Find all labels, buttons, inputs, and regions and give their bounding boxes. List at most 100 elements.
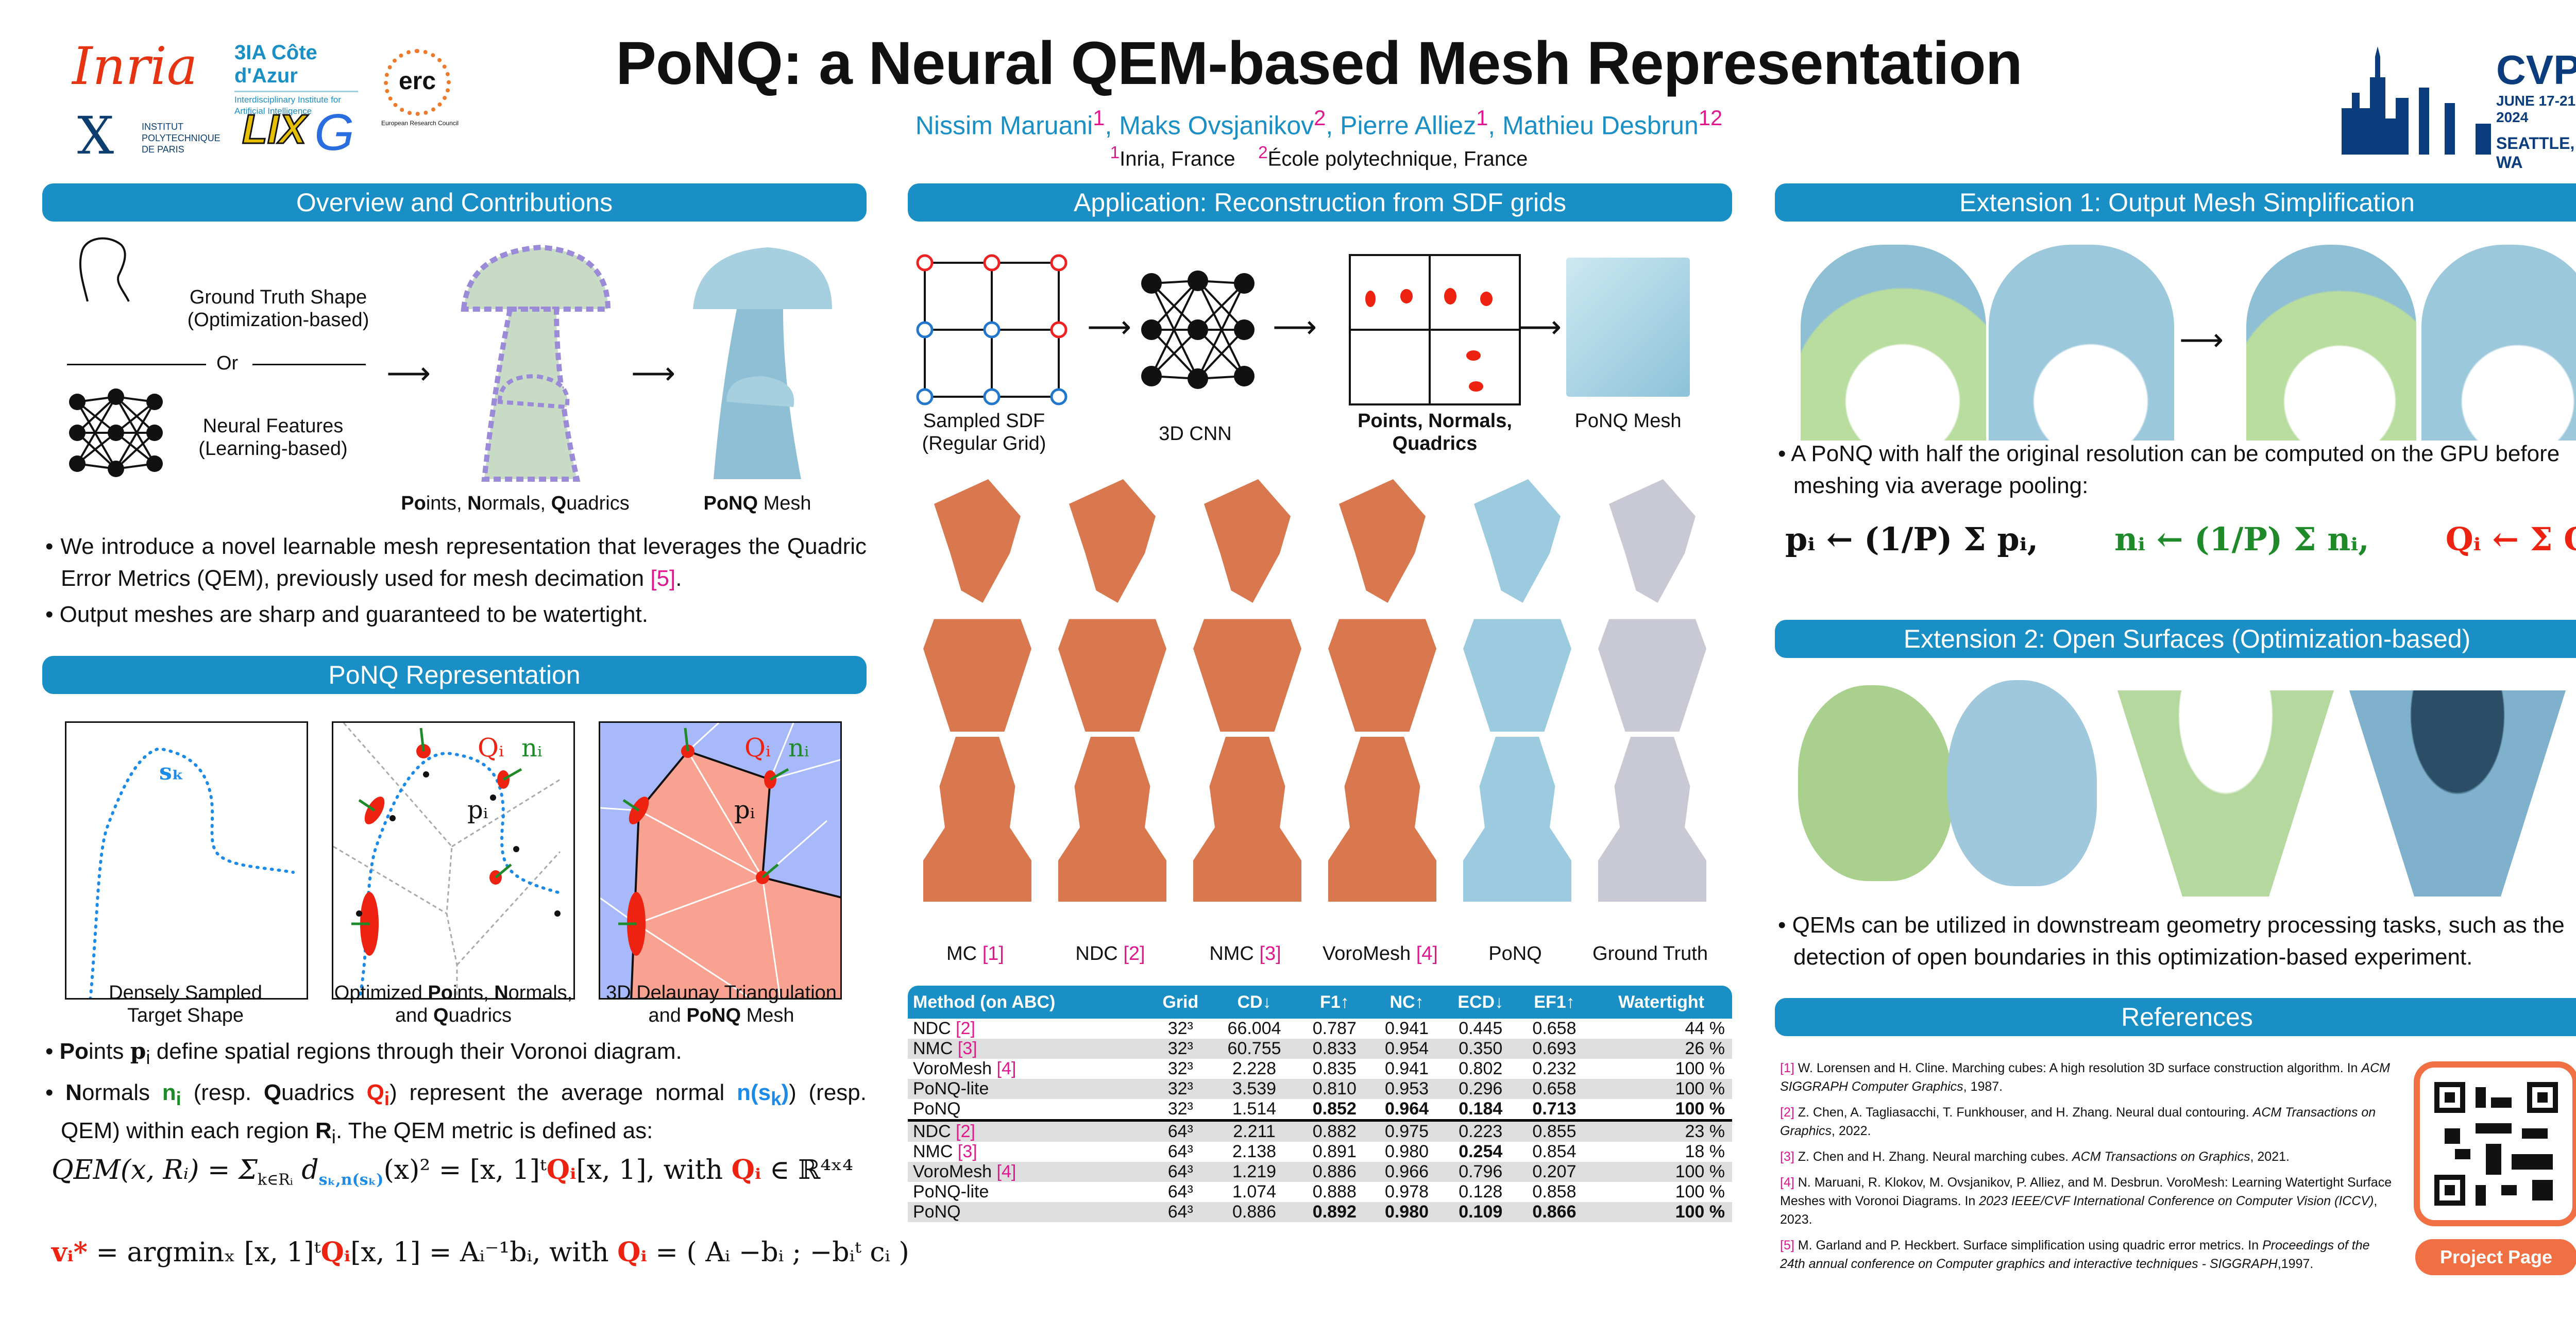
text: define spatial regions through their Vor… <box>150 1039 682 1064</box>
table-cell: 32³ <box>1167 1059 1193 1078</box>
table-row: NMC [3] 32³ 60.755 0.833 0.954 0.350 0.693 26 % <box>908 1039 1732 1059</box>
ref-venue: ACM Transactions on Graphics <box>2072 1149 2250 1164</box>
table-cell: 0.232 <box>1532 1059 1577 1078</box>
table-cell: 0.882 <box>1298 1120 1371 1142</box>
table-cell: 0.796 <box>1443 1162 1518 1182</box>
method-name: PoNQ-lite <box>913 1182 989 1202</box>
method-name: NDC <box>913 1019 951 1038</box>
eq: QEM(x, Rᵢ) = Σ <box>52 1155 258 1186</box>
arrow-icon: ⟶ <box>386 356 431 391</box>
method-label: MC [1] <box>908 943 1043 965</box>
ext2-bullet: • QEMs can be utilized in downstream geo… <box>1778 912 2565 970</box>
eq: Qᵢ <box>617 1237 647 1268</box>
method-name: NDC <box>913 1122 951 1141</box>
ref-link[interactable]: [3] <box>1259 943 1281 965</box>
bullet: • We introduce a novel learnable mesh re… <box>45 534 867 591</box>
ref-link[interactable]: [3] <box>957 1039 977 1058</box>
table-row: NDC [2] 32³ 66.004 0.787 0.941 0.445 0.658 44 % <box>908 1019 1732 1039</box>
eq: = ( Aᵢ −bᵢ ; −bᵢᵗ cᵢ ) <box>647 1237 909 1268</box>
cap-text: ormals, <box>481 493 551 514</box>
table-cell: 0.953 <box>1370 1079 1443 1099</box>
ref-text: W. Lorensen and H. Cline. Marching cubes… <box>1798 1061 2362 1075</box>
method-name: PoNQ <box>913 1202 961 1222</box>
arrow-icon: ⟶ <box>631 356 676 391</box>
table-cell: 0.892 <box>1298 1202 1371 1222</box>
ref-link[interactable]: [4] <box>996 1059 1016 1078</box>
cvpr-date: JUNE 17-21, 2024 <box>2496 93 2576 125</box>
eq: vᵢ* <box>52 1237 88 1268</box>
section-header-representation: PoNQ Representation <box>42 656 867 694</box>
ref-link[interactable]: [5] <box>650 566 676 591</box>
logo-erc: erc <box>384 49 451 116</box>
eq: [x, 1], with <box>576 1155 732 1186</box>
ref-link[interactable]: [2] <box>1123 943 1145 965</box>
reference-item: [2] Z. Chen, A. Tagliasacchi, T. Funkhou… <box>1780 1103 2398 1140</box>
method-name: NMC <box>913 1142 953 1161</box>
ref-link[interactable]: [2] <box>956 1122 975 1141</box>
render-ndc <box>1058 737 1166 902</box>
pnq-cells-diagram <box>1349 254 1521 405</box>
table-cell: 0.109 <box>1443 1202 1518 1222</box>
cap-line: Target Shape <box>127 1005 244 1026</box>
table-cell: 0.966 <box>1370 1162 1443 1182</box>
table-row: PoNQ 64³ 0.886 0.892 0.980 0.109 0.866 100 % <box>908 1202 1732 1222</box>
text: (resp. <box>181 1079 264 1105</box>
ref-link[interactable]: [1] <box>982 943 1004 965</box>
divider <box>252 364 366 365</box>
method-name: Ground Truth <box>1592 943 1708 965</box>
project-page-button[interactable]: Project Page <box>2415 1239 2576 1275</box>
author-aff: 2 <box>1314 106 1326 130</box>
bold: Q <box>263 1079 282 1105</box>
logo-cvpr: CVPR JUNE 17-21, 2024 SEATTLE, WA <box>2342 46 2576 172</box>
cap-bold: Q <box>551 493 567 514</box>
table-cell: 0.128 <box>1459 1182 1503 1202</box>
cap-text: Mesh <box>758 493 811 514</box>
table-cell: 2.228 <box>1232 1059 1277 1078</box>
ref-link[interactable]: [4] <box>996 1162 1016 1181</box>
caption-panel3: 3D Delaunay Triangulation and PoNQ Mesh <box>587 982 855 1027</box>
method-name: PoNQ <box>1488 943 1542 965</box>
eq: k∈Rᵢ <box>257 1171 293 1189</box>
method-label: Ground Truth <box>1583 943 1718 965</box>
nf-label: Neural Features (Learning-based) <box>170 415 376 460</box>
table-row: NMC [3] 64³ 2.138 0.891 0.980 0.254 0.854 18 % <box>908 1142 1732 1162</box>
qr-code[interactable] <box>2414 1061 2576 1226</box>
eq: Qᵢ <box>731 1154 761 1186</box>
table-cell: 100 % <box>1675 1182 1725 1202</box>
table-row: PoNQ-lite 64³ 1.074 0.888 0.978 0.128 0.858 100… <box>908 1182 1732 1202</box>
table-cell: 0.978 <box>1384 1182 1429 1202</box>
ref-number: [4] <box>1780 1175 1794 1190</box>
math: n(s <box>737 1079 771 1105</box>
table-cell: 0.254 <box>1459 1142 1503 1161</box>
ref-link[interactable]: [3] <box>957 1142 977 1161</box>
ref-venue: ACM Transactions on Graphics <box>1780 1105 2376 1138</box>
cap-text: uadrics <box>448 1005 512 1026</box>
cnn-icon <box>1141 270 1255 389</box>
cap-bold: Po <box>401 493 426 514</box>
table-cell: 32³ <box>1150 1099 1210 1122</box>
author-aff: 1 <box>1093 106 1105 130</box>
method-name: MC <box>946 943 977 965</box>
reference-item: [3] Z. Chen and H. Zhang. Neural marchin… <box>1780 1147 2398 1166</box>
ref-link[interactable]: [4] <box>1416 943 1438 965</box>
method-cell: NDC [2] <box>908 1019 1151 1039</box>
table-cell: 60.755 <box>1210 1039 1299 1059</box>
pipeline-caption: PoNQ Mesh <box>1574 410 1682 432</box>
ext1-render-points-half <box>2246 245 2416 441</box>
representation-bullets: • Points pi define spatial regions throu… <box>42 1036 867 1153</box>
ref-link[interactable]: [2] <box>956 1019 975 1038</box>
method-name: NMC <box>1209 943 1254 965</box>
render-voromesh <box>1328 737 1436 902</box>
render-ponq <box>1474 479 1561 603</box>
method-cell: VoroMesh [4] <box>908 1162 1151 1182</box>
table-cell: 64³ <box>1150 1162 1210 1182</box>
cap-text: uadrics <box>566 493 630 514</box>
panel-optimized-pnq: Qᵢ nᵢ pᵢ <box>332 721 575 1000</box>
arrow-icon: ⟶ <box>1273 310 1317 344</box>
table-cell: 32³ <box>1150 1039 1210 1059</box>
author-aff: 12 <box>1698 106 1723 130</box>
table-cell: 66.004 <box>1227 1019 1281 1038</box>
pipeline-caption: 3D CNN <box>1159 423 1232 445</box>
method-name: VoroMesh <box>913 1059 992 1078</box>
eq: Qᵢ <box>546 1154 577 1186</box>
